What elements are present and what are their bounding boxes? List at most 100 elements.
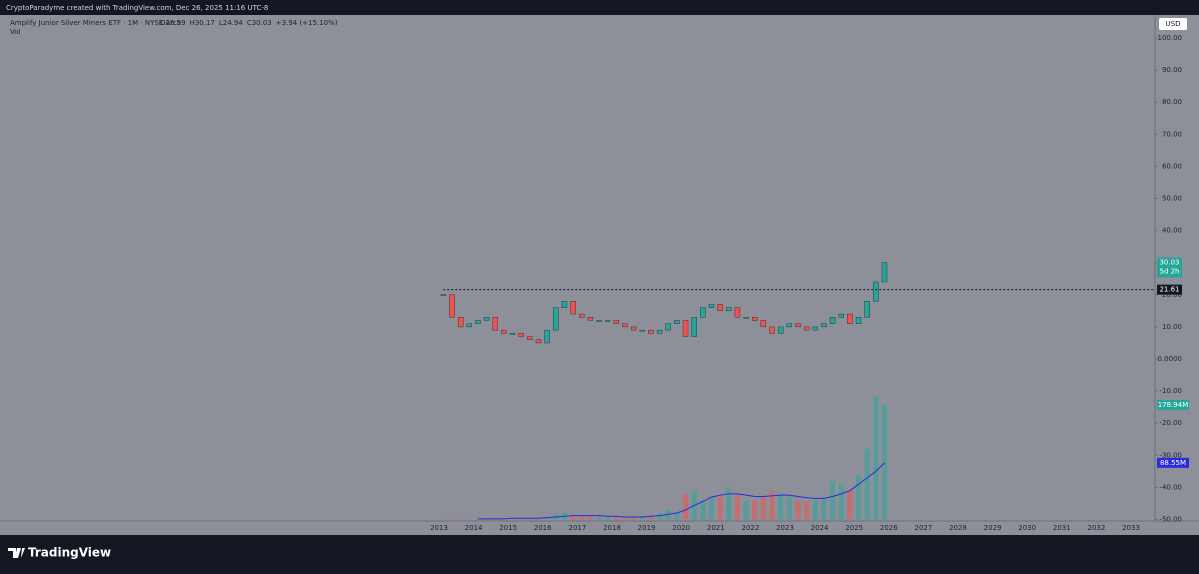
- volume-bar: [657, 513, 663, 520]
- candle: [492, 317, 498, 331]
- candle: [881, 262, 888, 283]
- candle: [700, 307, 706, 318]
- x-tick-label: 2033: [1122, 524, 1140, 532]
- volume-bar: [795, 500, 801, 520]
- candle: [777, 326, 784, 334]
- ohlc-value: O26.59: [160, 19, 186, 27]
- candle: [440, 294, 447, 296]
- volume-bar: [674, 511, 680, 520]
- candle: [674, 320, 680, 324]
- x-tick-label: 2013: [430, 524, 448, 532]
- candle: [743, 317, 749, 319]
- volume-label: Vol: [10, 28, 21, 36]
- ohlc-value: C30.03: [247, 19, 272, 27]
- candle: [501, 329, 507, 334]
- volume-bar: [631, 516, 637, 520]
- volume-bar: [683, 493, 689, 520]
- candle: [682, 320, 689, 337]
- brand: TradingView: [28, 546, 111, 560]
- volume-bar: [570, 515, 576, 520]
- candle: [864, 301, 870, 318]
- volume-bar: [622, 516, 628, 520]
- x-tick-label: 2024: [811, 524, 829, 532]
- candle: [691, 317, 697, 337]
- x-tick-label: 2029: [984, 524, 1002, 532]
- countdown: 5d 2h: [1159, 268, 1179, 276]
- volume-bar: [838, 484, 844, 520]
- candle: [829, 317, 836, 324]
- volume-bar: [734, 495, 740, 520]
- candle: [466, 323, 472, 328]
- candle: [665, 323, 671, 331]
- volume-bar: [743, 500, 749, 520]
- volume-bar: [830, 481, 836, 520]
- candle: [544, 329, 550, 344]
- candle: [553, 307, 559, 331]
- reference-label: 21.61: [1159, 286, 1179, 294]
- candle: [622, 323, 628, 328]
- volume-bar: [752, 500, 758, 520]
- candle: [596, 320, 602, 322]
- x-tick-label: 2026: [880, 524, 898, 532]
- candle: [838, 313, 844, 318]
- last-price-badge: [1157, 257, 1182, 278]
- candle: [535, 339, 542, 344]
- candle: [604, 320, 611, 322]
- y-tick-label: 40.00: [1162, 227, 1182, 235]
- volume-ma-line: [477, 462, 885, 520]
- ohlc-value: +3.94 (+15.10%): [276, 19, 338, 27]
- volume-bar: [881, 404, 887, 520]
- volume-bar: [544, 516, 550, 520]
- reference-badge: [1157, 284, 1182, 295]
- y-tick-label: 100.00: [1158, 34, 1183, 42]
- y-tick-label: -40.00: [1159, 483, 1182, 491]
- candle: [570, 301, 576, 315]
- x-tick-label: 2017: [568, 524, 586, 532]
- y-tick-label: 70.00: [1162, 130, 1182, 138]
- x-tick-label: 2016: [534, 524, 552, 532]
- y-tick-label: 20.00: [1162, 291, 1182, 299]
- volume-badge: [1157, 399, 1189, 410]
- volume-bar: [804, 501, 810, 520]
- volume-bar: [873, 395, 879, 520]
- x-tick-label: 2028: [949, 524, 967, 532]
- volume-bar: [613, 516, 619, 520]
- volume-bar: [856, 474, 862, 520]
- volume-bar: [812, 500, 818, 520]
- y-tick-label: 80.00: [1162, 98, 1182, 106]
- x-tick-label: 2019: [638, 524, 656, 532]
- volume-bar: [821, 499, 827, 520]
- x-tick-label: 2018: [603, 524, 621, 532]
- candle: [717, 304, 723, 312]
- candle: [579, 313, 585, 318]
- volume-bar: [596, 516, 602, 520]
- y-tick-label: 90.00: [1162, 66, 1182, 74]
- x-tick-label: 2027: [914, 524, 932, 532]
- volume-bar: [458, 518, 464, 520]
- time-axis: [0, 521, 1199, 535]
- volume-bar: [440, 518, 446, 520]
- candle: [726, 307, 732, 312]
- ohlc-value: H30.17: [190, 19, 215, 27]
- volume-bar: [449, 518, 455, 520]
- last-price-label: 30.03: [1159, 259, 1179, 267]
- volume-bar: [648, 515, 654, 520]
- candle: [518, 333, 524, 337]
- x-tick-label: 2015: [499, 524, 517, 532]
- currency-button[interactable]: [1159, 18, 1187, 30]
- candle: [873, 281, 879, 302]
- symbol: Amplify Junior Silver Miners ETF · 1M · …: [10, 19, 181, 27]
- candle: [847, 313, 853, 324]
- x-tick-label: 2014: [465, 524, 483, 532]
- volume-bar: [605, 516, 611, 520]
- volume-bar: [786, 497, 792, 520]
- currency[interactable]: USD: [1166, 20, 1181, 28]
- candle: [648, 329, 654, 334]
- volume-last-label: 178.94M: [1158, 401, 1189, 409]
- candle: [708, 304, 715, 308]
- y-tick-label: 10.00: [1162, 323, 1182, 331]
- candle: [752, 317, 758, 321]
- y-tick-label: 50.00: [1162, 195, 1182, 203]
- candle: [812, 326, 818, 331]
